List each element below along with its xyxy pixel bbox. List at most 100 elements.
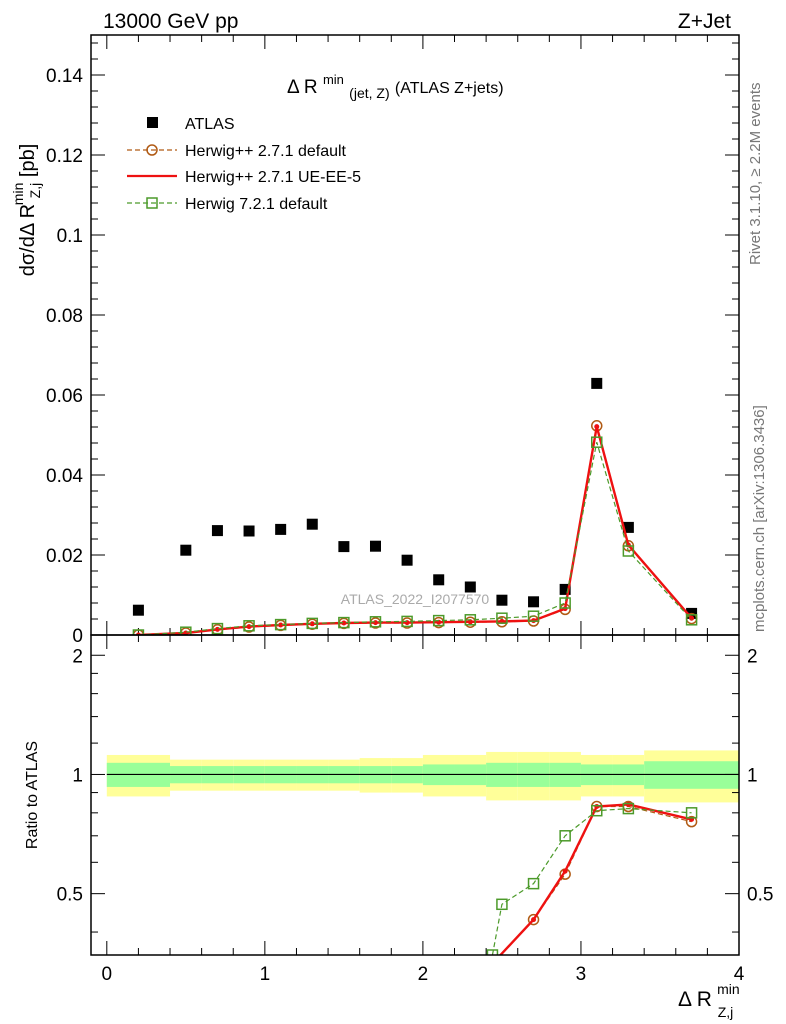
ratio-y-tick-label-right: 0.5 — [747, 885, 773, 906]
main-point-data — [243, 525, 255, 537]
main-point-ueee5 — [689, 615, 695, 621]
main-point-ueee5 — [278, 622, 284, 628]
x-tick-label: 1 — [260, 964, 271, 985]
legend-label-atlas: ATLAS — [185, 116, 235, 133]
main-line-h721 — [138, 442, 693, 635]
main-series — [132, 377, 698, 635]
ratio-y-tick-label-right: 1 — [747, 765, 758, 786]
main-point-h721 — [274, 618, 287, 631]
main-y-tick-label: 0.14 — [46, 66, 83, 87]
main-y-tick-label: 0.1 — [57, 226, 83, 247]
main-point-data — [275, 523, 287, 535]
ratio-frame — [90, 634, 740, 956]
plot-title: Δ R min (jet, Z) (ATLAS Z+jets) — [287, 68, 504, 103]
ratio-y-tick-label-right: 2 — [747, 646, 758, 667]
main-y-axis-label-sub: Z,j — [27, 183, 43, 199]
main-point-h721 — [132, 629, 145, 635]
main-point-data — [528, 596, 540, 608]
mcplots-label: mcplots.cern.ch [arXiv:1306.3436] — [751, 405, 768, 632]
legend-label-ueee5: Herwig++ 2.7.1 UE-EE-5 — [185, 169, 361, 186]
main-point-data — [464, 581, 476, 593]
ratio-y-axis-label: Ratio to ATLAS — [24, 741, 41, 849]
main-point-h721 — [496, 612, 508, 624]
x-axis-label-sub: Z,j — [718, 1004, 734, 1020]
main-y-tick-label: 0 — [72, 626, 83, 647]
header-left-label: 13000 GeV pp — [103, 10, 238, 33]
main-point-h721 — [464, 614, 477, 626]
legend-marker-atlas — [147, 117, 158, 128]
main-point-data — [369, 540, 381, 552]
ratio-line-ueee5 — [498, 803, 692, 955]
main-y-tick-label: 0.12 — [46, 146, 83, 167]
legend: ATLAS Herwig++ 2.7.1 default Herwig++ 2.… — [127, 116, 361, 213]
main-point-h721 — [591, 436, 603, 448]
ratio-point-h721 — [685, 807, 698, 819]
main-panel: 0 0.02 0.04 0.06 0.08 0.1 0.12 0.14 Δ R min (je… — [6, 34, 740, 647]
ratio-point-h721 — [496, 898, 508, 911]
x-tick-label: 2 — [418, 964, 429, 985]
rivet-version-label: Rivet 3.1.10, ≥ 2.2M events — [747, 83, 764, 266]
main-point-h721 — [622, 545, 635, 557]
main-y-axis-label-main: dσ/dΔ R — [17, 204, 39, 276]
plot-title-prefix: Δ R — [287, 77, 318, 98]
main-point-data — [591, 377, 603, 389]
main-point-data — [306, 518, 318, 530]
main-point-h721 — [211, 622, 224, 635]
ratio-uncertainty-band — [106, 750, 739, 803]
ratio-point-ueee5 — [594, 804, 600, 810]
main-point-ueee5 — [467, 619, 473, 625]
main-point-data — [180, 544, 192, 556]
ratio-point-h721 — [527, 877, 540, 890]
ratio-y-tick-label: 0.5 — [57, 885, 83, 906]
main-point-data — [622, 521, 634, 533]
main-point-h721 — [685, 614, 698, 626]
main-point-ueee5 — [594, 424, 600, 430]
main-y-tick-label: 0.06 — [46, 386, 83, 407]
x-tick-label: 4 — [734, 964, 745, 985]
ratio-line-h721 — [491, 807, 692, 955]
x-axis-label-main: Δ R — [678, 988, 712, 1011]
main-point-h721 — [180, 626, 192, 635]
ratio-point-ueee5 — [484, 968, 489, 973]
main-point-ueee5 — [341, 620, 347, 626]
plot-title-sub: (jet, Z) — [349, 85, 389, 101]
x-axis-label: Δ R Z,j min — [678, 981, 740, 1022]
main-point-h721 — [369, 616, 382, 628]
ratio-point-default — [685, 815, 698, 828]
plot-title-sup: min — [323, 72, 344, 87]
main-point-ueee5 — [372, 620, 378, 626]
main-point-h721 — [243, 620, 255, 632]
main-point-h721 — [432, 614, 445, 627]
analysis-watermark: ATLAS_2022_I2077570 — [341, 591, 490, 607]
main-point-ueee5 — [214, 626, 220, 632]
main-y-axis-label-unit: [pb] — [17, 144, 39, 177]
main-point-data — [401, 554, 413, 566]
main-point-h721 — [338, 616, 350, 629]
ratio-point-ueee5 — [625, 801, 631, 807]
ratio-point-h721 — [559, 830, 571, 842]
main-point-h721 — [559, 597, 571, 609]
main-point-h721 — [527, 610, 540, 622]
legend-label-default: Herwig++ 2.7.1 default — [185, 143, 347, 160]
ratio-axis-ticks: 0.5 0.5 1 1 2 2 0 1 2 3 4 — [57, 635, 773, 985]
main-y-tick-label: 0.08 — [46, 306, 83, 327]
legend-marker-default — [146, 144, 158, 156]
main-point-data — [132, 604, 144, 616]
ratio-panel: 0.5 0.5 1 1 2 2 0 1 2 3 4 Ratio to ATLAS Δ R Z,j m… — [24, 634, 773, 1022]
ratio-series — [484, 800, 698, 973]
ratio-point-ueee5 — [531, 917, 537, 923]
legend-label-h721: Herwig 7.2.1 default — [185, 196, 328, 213]
ratio-point-h721 — [486, 949, 499, 955]
main-y-axis-label: dσ/dΔ R Z,j min [pb] — [6, 144, 45, 277]
main-point-data — [433, 574, 445, 586]
header-right-label: Z+Jet — [678, 10, 731, 33]
ratio-line-default — [533, 805, 692, 920]
main-point-h721 — [306, 617, 319, 630]
ratio-point-ueee5 — [562, 868, 568, 874]
main-point-ueee5 — [246, 624, 252, 630]
x-tick-label: 3 — [576, 964, 587, 985]
plot-title-suffix: (ATLAS Z+jets) — [395, 80, 504, 97]
x-tick-label: 0 — [102, 964, 113, 985]
main-y-axis-label-sup: min — [10, 183, 26, 206]
